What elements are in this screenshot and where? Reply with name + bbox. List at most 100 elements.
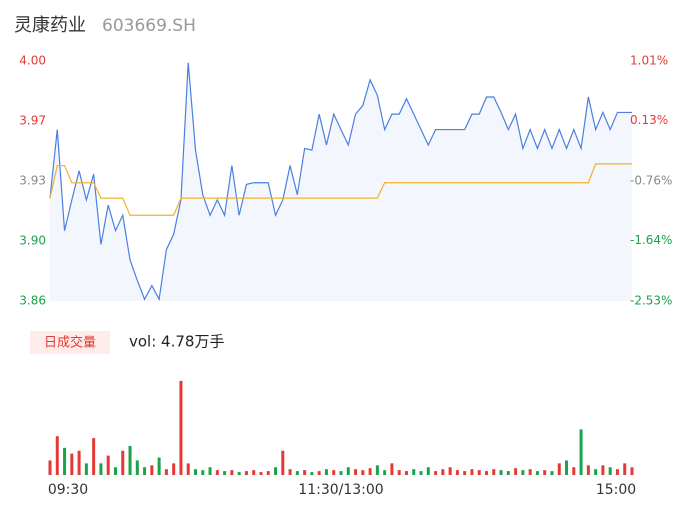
volume-bar bbox=[586, 465, 590, 475]
volume-bar bbox=[492, 469, 496, 475]
volume-bar bbox=[310, 472, 314, 475]
volume-bar bbox=[55, 436, 59, 475]
y2-tick-label: -0.76% bbox=[630, 174, 672, 188]
volume-bar bbox=[332, 470, 336, 475]
volume-bar bbox=[237, 472, 241, 475]
volume-bar bbox=[506, 471, 510, 475]
volume-bar bbox=[208, 467, 212, 475]
volume-bar bbox=[186, 463, 190, 475]
volume-bar bbox=[368, 468, 372, 475]
volume-bar bbox=[615, 469, 619, 475]
volume-bar bbox=[143, 467, 147, 475]
volume-bar bbox=[354, 469, 358, 475]
y-tick-label: 4.00 bbox=[19, 54, 46, 68]
y2-tick-label: -1.64% bbox=[630, 233, 672, 247]
volume-bar bbox=[92, 438, 96, 475]
volume-bar bbox=[317, 471, 321, 475]
volume-bar bbox=[281, 450, 285, 475]
volume-bar bbox=[463, 471, 467, 475]
volume-bar bbox=[70, 453, 74, 475]
volume-bar bbox=[528, 469, 532, 475]
y-tick-label: 3.97 bbox=[19, 114, 46, 128]
volume-bar bbox=[579, 429, 583, 475]
volume-bar bbox=[485, 471, 488, 475]
volume-bar bbox=[99, 463, 103, 475]
volume-bar bbox=[259, 472, 263, 475]
volume-bar bbox=[252, 470, 256, 475]
y-tick-label: 3.86 bbox=[19, 294, 46, 308]
volume-bar bbox=[412, 469, 416, 475]
volume-bar bbox=[499, 470, 503, 475]
stock-code: 603669.SH bbox=[102, 16, 196, 36]
volume-bar bbox=[172, 463, 176, 475]
volume-bar bbox=[215, 470, 219, 475]
volume-bar bbox=[383, 470, 387, 475]
volume-bar bbox=[419, 471, 423, 475]
x-tick-label: 11:30/13:00 bbox=[298, 482, 383, 498]
volume-bar bbox=[390, 463, 394, 475]
volume-bar bbox=[535, 471, 539, 475]
volume-bar bbox=[397, 470, 401, 475]
volume-bar bbox=[630, 467, 634, 475]
volume-bar bbox=[470, 469, 474, 475]
x-tick-label: 09:30 bbox=[48, 482, 88, 498]
volume-button[interactable] bbox=[30, 331, 110, 354]
volume-bar bbox=[404, 471, 408, 475]
volume-bar bbox=[121, 450, 125, 475]
volume-bar bbox=[150, 465, 154, 475]
volume-bar bbox=[426, 467, 430, 475]
y-tick-label: 3.90 bbox=[19, 234, 46, 248]
volume-bar bbox=[346, 467, 350, 475]
volume-bar bbox=[113, 467, 117, 475]
volume-bar bbox=[594, 469, 598, 475]
volume-bar bbox=[303, 470, 307, 475]
volume-bar bbox=[608, 467, 612, 475]
volume-total: vol: 4.78万手 bbox=[129, 333, 224, 351]
volume-bar bbox=[194, 469, 197, 475]
volume-bar bbox=[521, 470, 525, 475]
volume-bar bbox=[448, 467, 452, 475]
volume-bar bbox=[288, 469, 292, 475]
volume-bar bbox=[295, 471, 299, 475]
stock-name: 灵康药业 bbox=[14, 15, 86, 36]
x-tick-label: 15:00 bbox=[596, 482, 636, 498]
volume-bar bbox=[84, 463, 88, 475]
volume-bar bbox=[477, 470, 481, 475]
volume-bar bbox=[274, 467, 278, 475]
volume-bar bbox=[324, 469, 328, 475]
volume-bar bbox=[106, 455, 110, 475]
price-area bbox=[50, 62, 632, 301]
volume-bar bbox=[179, 380, 183, 475]
y2-tick-label: 0.13% bbox=[630, 113, 668, 127]
volume-bar bbox=[157, 457, 161, 475]
volume-bar bbox=[572, 467, 576, 475]
volume-bar bbox=[455, 470, 459, 475]
volume-bar bbox=[514, 468, 518, 475]
volume-bar bbox=[565, 460, 569, 475]
y2-tick-label: 1.01% bbox=[630, 54, 668, 68]
volume-bar bbox=[266, 471, 270, 475]
average-line bbox=[49, 163, 632, 216]
y-tick-label: 3.93 bbox=[19, 174, 46, 188]
volume-bar bbox=[201, 470, 205, 475]
volume-bar bbox=[164, 469, 168, 475]
volume-bar bbox=[339, 471, 343, 475]
volume-bar bbox=[550, 471, 554, 475]
volume-bar bbox=[77, 450, 81, 475]
volume-bar bbox=[557, 463, 561, 475]
volume-bar bbox=[434, 471, 438, 475]
volume-bar bbox=[601, 465, 605, 475]
y2-tick-label: -2.53% bbox=[630, 294, 672, 308]
volume-button-label[interactable]: 日成交量 bbox=[44, 335, 96, 351]
volume-bar bbox=[48, 460, 52, 475]
volume-bar bbox=[441, 469, 445, 475]
volume-bar bbox=[543, 470, 547, 475]
volume-bar bbox=[223, 471, 227, 475]
volume-bar bbox=[375, 465, 379, 475]
volume-bar bbox=[623, 463, 627, 475]
volume-bar bbox=[230, 470, 234, 475]
volume-bar bbox=[361, 470, 365, 475]
volume-bar bbox=[128, 445, 132, 475]
volume-bar bbox=[63, 447, 67, 475]
